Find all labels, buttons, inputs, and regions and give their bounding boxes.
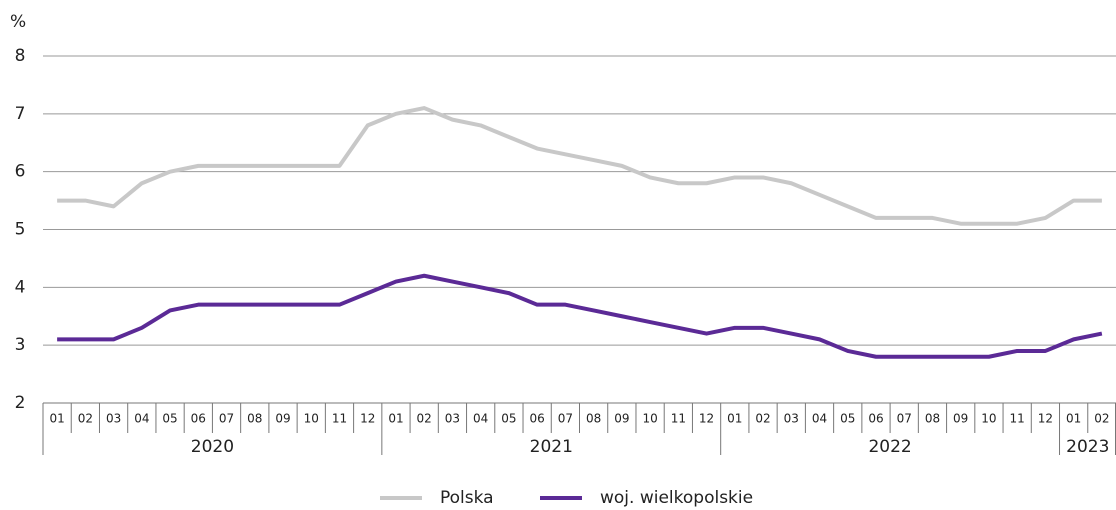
x-tick-label: 08 — [586, 412, 601, 426]
legend-label: Polska — [440, 488, 494, 508]
x-tick-label: 09 — [275, 412, 290, 426]
y-tick-label: 8 — [15, 46, 26, 66]
x-tick-label: 07 — [219, 412, 234, 426]
x-tick-label: 12 — [360, 412, 375, 426]
x-tick-label: 04 — [812, 412, 827, 426]
y-tick-label: 3 — [15, 335, 26, 355]
x-tick-label: 04 — [473, 412, 488, 426]
x-tick-label: 01 — [388, 412, 403, 426]
y-tick-label: 4 — [15, 277, 26, 297]
x-tick-label: 10 — [304, 412, 319, 426]
x-tick-label: 03 — [106, 412, 121, 426]
y-tick-label: 6 — [15, 162, 26, 182]
x-tick-label: 07 — [558, 412, 573, 426]
x-tick-label: 01 — [1066, 412, 1081, 426]
x-tick-label: 02 — [78, 412, 93, 426]
x-tick-label: 05 — [162, 412, 177, 426]
x-tick-label: 02 — [1094, 412, 1109, 426]
x-tick-label: 06 — [530, 412, 545, 426]
x-tick-label: 06 — [868, 412, 883, 426]
x-tick-label: 04 — [134, 412, 149, 426]
x-group-label: 2023 — [1066, 437, 1109, 457]
x-tick-label: 12 — [1038, 412, 1053, 426]
x-tick-label: 11 — [1010, 412, 1025, 426]
x-group-label: 2021 — [530, 437, 573, 457]
x-tick-label: 02 — [417, 412, 432, 426]
y-tick-label: 5 — [15, 220, 26, 240]
x-tick-label: 08 — [247, 412, 262, 426]
x-tick-label: 06 — [191, 412, 206, 426]
y-tick-label: 7 — [15, 104, 26, 124]
x-tick-label: 07 — [897, 412, 912, 426]
x-tick-label: 09 — [953, 412, 968, 426]
x-group-label: 2022 — [868, 437, 911, 457]
x-tick-label: 05 — [501, 412, 516, 426]
x-tick-label: 01 — [727, 412, 742, 426]
x-tick-label: 01 — [49, 412, 64, 426]
x-tick-label: 11 — [332, 412, 347, 426]
x-tick-label: 05 — [840, 412, 855, 426]
x-tick-label: 02 — [755, 412, 770, 426]
x-tick-label: 08 — [925, 412, 940, 426]
x-group-label: 2020 — [191, 437, 234, 457]
x-tick-label: 03 — [784, 412, 799, 426]
y-axis-label: % — [10, 12, 26, 32]
x-tick-label: 12 — [699, 412, 714, 426]
series-line — [57, 273, 1103, 359]
legend-label: woj. wielkopolskie — [600, 488, 753, 508]
y-tick-label: 2 — [15, 393, 26, 413]
x-tick-label: 11 — [671, 412, 686, 426]
x-tick-label: 03 — [445, 412, 460, 426]
x-tick-label: 10 — [981, 412, 996, 426]
x-tick-label: 10 — [642, 412, 657, 426]
x-tick-label: 09 — [614, 412, 629, 426]
series-line — [57, 106, 1102, 226]
